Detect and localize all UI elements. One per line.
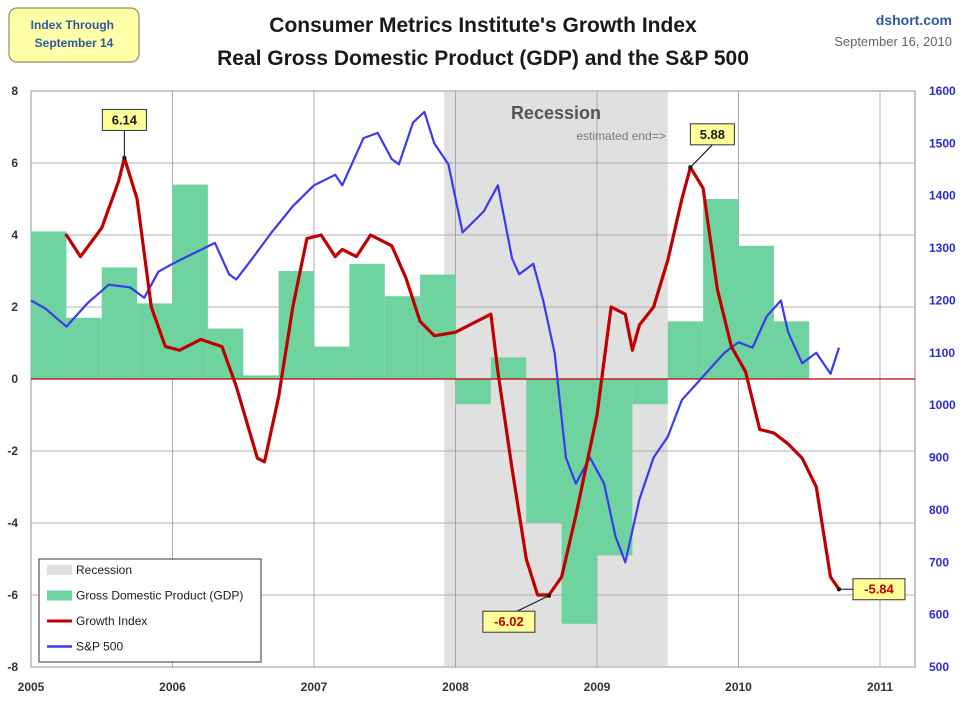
y-left-tick-label: 0 xyxy=(11,372,18,386)
legend-swatch xyxy=(47,565,72,575)
chart-subtitle: Real Gross Domestic Product (GDP) and th… xyxy=(217,47,749,70)
gdp-bar xyxy=(526,379,562,523)
y-left-tick-label: 8 xyxy=(11,84,18,98)
source-label: dshort.com xyxy=(876,12,952,28)
legend-label: Growth Index xyxy=(76,614,147,628)
callout-dot xyxy=(836,587,842,592)
y-left-tick-label: 2 xyxy=(11,300,18,314)
x-tick-label: 2009 xyxy=(584,680,611,694)
y-right-tick-label: 500 xyxy=(929,660,949,674)
gdp-bar xyxy=(455,379,491,405)
gdp-bar xyxy=(314,346,350,379)
note-badge: Index Through September 14 xyxy=(8,7,140,63)
y-left-tick-label: -2 xyxy=(7,444,18,458)
recession-label: Recession xyxy=(511,103,601,123)
date-label: September 16, 2010 xyxy=(834,34,952,49)
legend-label: Gross Domestic Product (GDP) xyxy=(76,589,243,603)
callout-box xyxy=(852,578,906,601)
gdp-bar xyxy=(349,263,385,379)
y-left-tick-label: -4 xyxy=(7,516,18,530)
gdp-bar xyxy=(384,296,421,379)
y-right-tick-label: 1300 xyxy=(929,241,956,255)
x-tick-label: 2006 xyxy=(159,680,186,694)
y-right-tick-label: 1500 xyxy=(929,136,956,150)
note-text: Index Through September 14 xyxy=(31,18,118,50)
gdp-bar xyxy=(667,321,704,379)
y-right-tick-label: 1000 xyxy=(929,398,956,412)
legend-box xyxy=(38,558,262,663)
callout-label: -6.02 xyxy=(494,614,524,629)
callout-dot xyxy=(122,155,127,161)
gdp-bar xyxy=(243,375,279,379)
x-tick-label: 2008 xyxy=(442,680,469,694)
gdp-bar xyxy=(597,379,633,556)
x-tick-label: 2011 xyxy=(867,680,893,694)
gdp-bar xyxy=(31,231,67,379)
y-right-tick-label: 600 xyxy=(929,608,949,622)
growth-index-line xyxy=(64,156,841,597)
callout-pointer xyxy=(689,144,713,168)
y-left-tick-label: 6 xyxy=(11,156,18,170)
x-tick-label: 2005 xyxy=(18,680,45,694)
gdp-bar xyxy=(773,321,810,379)
y-left-tick-label: 4 xyxy=(11,228,18,242)
recession-note: estimated end=> xyxy=(576,129,665,143)
callout-dot xyxy=(546,593,552,598)
callout-box xyxy=(689,123,735,146)
callout-dot xyxy=(688,165,693,170)
legend-label: S&P 500 xyxy=(76,640,123,654)
callout-label: 5.88 xyxy=(700,127,725,142)
callout-box xyxy=(482,610,536,633)
gdp-bar xyxy=(632,379,668,405)
chart-title: Consumer Metrics Institute's Growth Inde… xyxy=(269,14,697,37)
y-right-tick-label: 700 xyxy=(929,555,949,569)
gdp-bar xyxy=(738,245,774,379)
callout-pointer xyxy=(516,595,550,612)
y-left-tick-label: -6 xyxy=(7,588,18,602)
y-left-tick-label: -8 xyxy=(7,660,18,674)
x-tick-label: 2010 xyxy=(725,680,752,694)
legend-label: Recession xyxy=(76,563,132,577)
callout-label: 6.14 xyxy=(112,112,138,127)
y-right-tick-label: 800 xyxy=(929,503,949,517)
gdp-bar xyxy=(66,317,102,379)
plot-area: Recession estimated end=> 8 6 4 2 0 -2 -4 -6 -8 160… xyxy=(7,84,956,694)
callout-label: -5.84 xyxy=(864,582,894,597)
y-right-tick-label: 900 xyxy=(929,451,949,465)
y-right-tick-label: 1400 xyxy=(929,189,956,203)
callout-box xyxy=(101,108,147,131)
legend-swatch xyxy=(47,590,72,601)
y-right-tick-label: 1200 xyxy=(929,293,956,307)
sp500-line xyxy=(30,110,841,564)
x-tick-label: 2007 xyxy=(301,680,328,694)
y-right-tick-label: 1100 xyxy=(929,346,955,360)
gdp-bar xyxy=(101,267,138,379)
y-right-tick-label: 1600 xyxy=(929,84,956,98)
